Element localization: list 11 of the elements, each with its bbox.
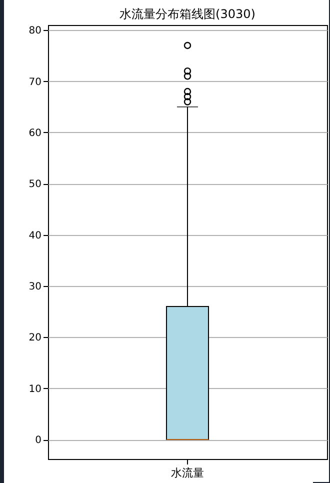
y-tick-label: 40 (28, 230, 42, 242)
y-tick-label: 30 (28, 282, 42, 293)
y-tick-label: 0 (35, 435, 42, 446)
y-tick-label: 20 (28, 332, 42, 344)
chart-title: 水流量分布箱线图(3030) (120, 7, 256, 21)
y-tick-label: 80 (28, 26, 42, 37)
y-tick-label: 10 (28, 384, 42, 395)
x-tick-label: 水流量 (171, 466, 204, 480)
y-tick-label: 60 (28, 128, 42, 139)
y-tick-label: 50 (28, 179, 42, 190)
y-tick-label: 70 (28, 76, 42, 88)
